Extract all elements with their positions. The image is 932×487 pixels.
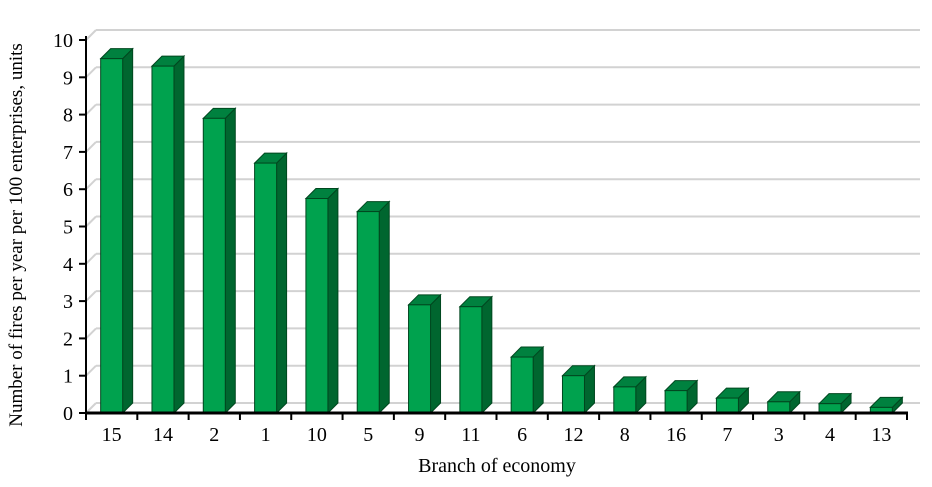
y-axis-title: Number of fires per year per 100 enterpr… [6, 43, 27, 427]
bar-side-face [173, 54, 185, 415]
bar-1 [253, 151, 288, 415]
axes [79, 36, 908, 420]
bar-3 [766, 390, 801, 415]
bar-front-face [767, 401, 791, 414]
bar-side-face [481, 295, 493, 415]
bar-11 [458, 295, 494, 415]
x-tick-label-2: 2 [209, 424, 219, 446]
bar-4 [817, 392, 853, 415]
bar-front-face [151, 65, 175, 414]
y-tick-label-7: 7 [63, 142, 73, 164]
x-tick-label-10: 10 [307, 424, 327, 446]
x-tick-label-1: 1 [261, 424, 271, 446]
gridline-10 [85, 29, 920, 41]
y-tick-label-10: 10 [53, 30, 73, 52]
bar-side-face [532, 345, 544, 415]
bar-front-face [664, 390, 688, 414]
y-tick-label-8: 8 [63, 105, 73, 127]
x-tick-label-7: 7 [722, 424, 732, 446]
bar-7 [715, 386, 750, 415]
bar-side-face [224, 107, 236, 415]
bar-9 [407, 293, 442, 415]
y-tick-label-9: 9 [63, 67, 73, 89]
bar-14 [150, 54, 186, 415]
x-tick-label-14: 14 [153, 424, 173, 446]
bar-12 [561, 364, 596, 415]
y-tick-label-4: 4 [63, 254, 73, 276]
y-tick-label-3: 3 [63, 291, 73, 313]
bar-front-face [356, 211, 380, 414]
bar-side-face [327, 187, 339, 415]
bar-front-face [715, 397, 739, 414]
x-tick-label-6: 6 [517, 424, 527, 446]
y-tick-label-5: 5 [63, 217, 73, 239]
x-tick-label-3: 3 [774, 424, 784, 446]
x-tick-label-8: 8 [620, 424, 630, 446]
bar-side-face [276, 151, 288, 415]
bar-front-face [408, 304, 432, 414]
bar-front-face [459, 306, 483, 414]
gridline-9 [85, 66, 920, 79]
x-tick-label-5: 5 [363, 424, 373, 446]
bar-front-face [100, 58, 124, 414]
y-tick-label-6: 6 [63, 179, 73, 201]
gridline-8 [85, 103, 920, 116]
bar-13 [869, 396, 904, 415]
x-tick-label-4: 4 [825, 424, 835, 446]
bar-5 [356, 200, 391, 415]
bar-side-face [122, 47, 134, 415]
x-tick-label-11: 11 [461, 424, 480, 446]
bar-front-face [305, 198, 329, 414]
bar-15 [99, 47, 134, 415]
x-tick-label-16: 16 [666, 424, 686, 446]
bar-front-face [510, 356, 534, 414]
bar-16 [663, 379, 699, 415]
bar-side-face [430, 293, 442, 415]
bar-10 [304, 187, 340, 415]
x-axis-title: Branch of economy [418, 455, 576, 477]
x-tick-label-12: 12 [563, 424, 583, 446]
bar-front-face [613, 386, 637, 414]
bar-front-face [202, 117, 226, 414]
bar-6 [509, 345, 545, 415]
x-tick-label-13: 13 [871, 424, 891, 446]
bar-2 [202, 107, 237, 415]
bar-8 [612, 375, 647, 415]
y-tick-label-1: 1 [63, 366, 73, 388]
y-tick-label-2: 2 [63, 328, 73, 350]
x-tick-label-15: 15 [102, 424, 122, 446]
x-tick-label-9: 9 [415, 424, 425, 446]
bar-front-face [254, 162, 278, 414]
bar-front-face [561, 375, 585, 414]
y-tick-label-0: 0 [63, 403, 73, 425]
bar-side-face [378, 200, 390, 415]
